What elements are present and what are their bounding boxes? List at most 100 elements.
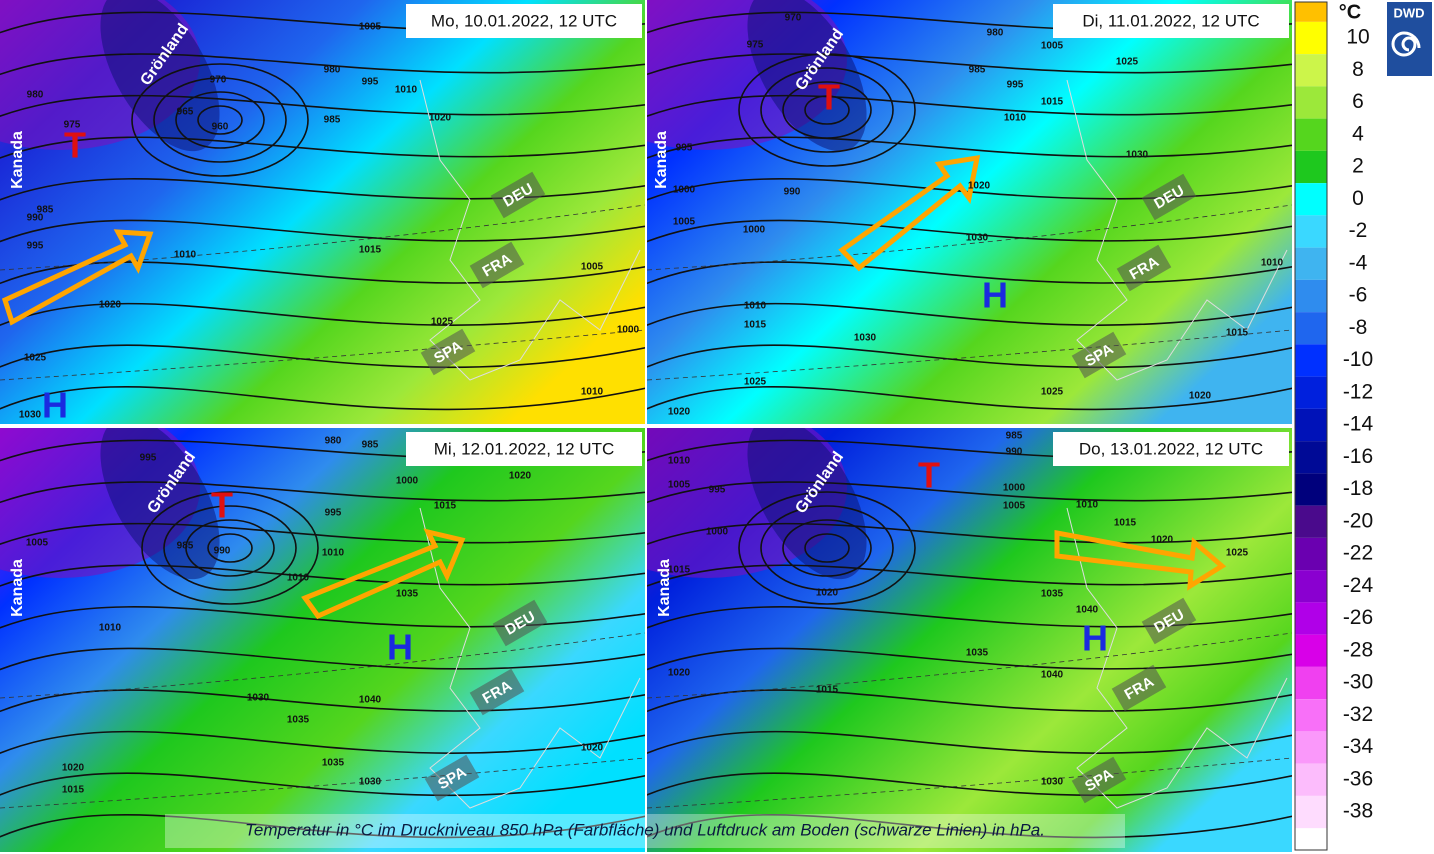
coastline (1066, 507, 1288, 809)
legend-box (1295, 2, 1327, 22)
caption: Temperatur in °C im Druckniveau 850 hPa … (245, 820, 1045, 839)
date-box (1053, 432, 1289, 466)
isobar-line (647, 689, 1292, 713)
isobar-ring (185, 519, 275, 577)
legend-tick-label: 8 (1352, 58, 1364, 81)
isobar-label: 1000 (1003, 483, 1026, 494)
region-label: Kanada (656, 559, 673, 617)
map-area: 970 975 980 985 990 995 1000 1005 1010 1015 1020 10… (647, 0, 1292, 424)
date-box (406, 432, 642, 466)
country-box (1071, 756, 1127, 804)
legend-swatch (1295, 763, 1327, 796)
lat-line (0, 329, 645, 381)
date-label: Mi, 12.01.2022, 12 UTC (434, 439, 614, 458)
coastline (1066, 79, 1288, 381)
legend-tick-label: 6 (1352, 90, 1364, 113)
country-box (1111, 664, 1167, 712)
isobar-label: 1025 (431, 317, 454, 328)
isobar-label: 1010 (174, 250, 197, 261)
isobar-line (0, 386, 645, 411)
isobar-label: 1025 (1226, 548, 1249, 559)
isobar-line (0, 344, 645, 369)
isobar-label: 1020 (429, 113, 452, 124)
isobar-label: 985 (1006, 431, 1023, 442)
country-tag: SPA (1071, 331, 1127, 379)
isobar-label: 1010 (322, 548, 345, 559)
legend-swatch (1295, 441, 1327, 474)
region-label: Kanada (653, 131, 670, 189)
isobar-label: 1005 (1041, 41, 1064, 52)
legend-tick-label: -16 (1343, 445, 1373, 468)
caption-band (165, 814, 1125, 848)
isobar-label: 1010 (1004, 113, 1027, 124)
low-label: T (64, 125, 86, 166)
isobar-line (0, 689, 645, 713)
high-label: H (982, 275, 1008, 316)
isobar-line (647, 481, 1292, 504)
legend-unit: °C (1339, 1, 1361, 23)
logo-swirl (1391, 31, 1421, 57)
isobar-line (647, 772, 1292, 797)
legend-tick-label: -20 (1343, 509, 1373, 532)
legend-swatch (1295, 505, 1327, 538)
coastline (419, 79, 641, 381)
isobar-ring (738, 53, 916, 167)
isobar-label: 1035 (287, 715, 310, 726)
map-area: 960 965 970 980 985 995 1005 1010 1020 1010 1020 10… (0, 0, 645, 424)
isobar-label: 980 (27, 90, 44, 101)
legend-tick-label: -2 (1349, 219, 1368, 242)
legend-tick-label: -34 (1343, 735, 1374, 758)
isobar-label: 1000 (673, 185, 696, 196)
flow-arrow (1054, 529, 1227, 591)
legend-swatch (1295, 21, 1327, 55)
flow-arrow (1, 229, 154, 326)
date-label: Di, 11.01.2022, 12 UTC (1082, 11, 1259, 30)
isobar-label: 1025 (1116, 57, 1139, 68)
isobar-label: 1020 (99, 300, 122, 311)
isobar-label: 1015 (62, 785, 85, 796)
isobar-label: 1035 (966, 648, 989, 659)
legend-swatch (1295, 570, 1327, 603)
isobar-ring (153, 77, 287, 163)
isobar-line (0, 178, 645, 201)
isobar-label: 960 (212, 122, 229, 133)
legend-tick-label: -28 (1343, 638, 1373, 661)
isobar-line (0, 94, 645, 118)
legend-tick-label: -6 (1349, 284, 1368, 307)
isobar-label: 1030 (966, 233, 989, 244)
isobar-line (0, 606, 645, 629)
isobar-line (647, 53, 1292, 76)
isobar-line (647, 344, 1292, 369)
map-panel: 970 975 980 985 990 995 1000 1005 1010 1015 1020 10… (647, 0, 1292, 424)
country-box (1141, 173, 1197, 221)
isobar-line (0, 814, 645, 839)
legend-tick-label: -14 (1343, 413, 1374, 436)
lat-line (647, 204, 1292, 271)
legend-swatch (1295, 279, 1327, 313)
isobar-line (647, 136, 1292, 159)
isobar-label: 1020 (668, 668, 691, 679)
isobar-label: 990 (214, 546, 231, 557)
isobar-line (0, 564, 645, 587)
map-area: 980 985 995 985 990 995 1000 1005 1010 1010 1010 10… (0, 428, 645, 852)
legend-swatch (1295, 150, 1327, 184)
legend-tick-label: -36 (1343, 767, 1373, 790)
isobar-label: 1025 (24, 353, 47, 364)
isobar-label: 995 (709, 485, 726, 496)
isobar-label: 1015 (1114, 518, 1137, 529)
legend-tick-label: -8 (1349, 316, 1368, 339)
isobar-label: 1020 (62, 763, 85, 774)
legend-swatch (1295, 118, 1327, 151)
isobar-label: 1040 (359, 695, 382, 706)
coastline (419, 507, 641, 809)
legend-swatch (1295, 408, 1327, 442)
legend-tick-label: 0 (1352, 187, 1364, 210)
legend-tick-label: -24 (1343, 574, 1374, 597)
isobar-label: 1005 (668, 480, 691, 491)
isobar-ring (804, 533, 850, 563)
land (100, 0, 220, 152)
isobar-label: 980 (325, 436, 342, 447)
legend-swatch (1295, 699, 1327, 732)
legend-swatch (1295, 731, 1327, 764)
legend: 10 8 6 4 2 0 -2 -4 -6 -8 -10 -12 -14 -16 -18 -20 -22 -24 -… (1294, 1, 1374, 851)
